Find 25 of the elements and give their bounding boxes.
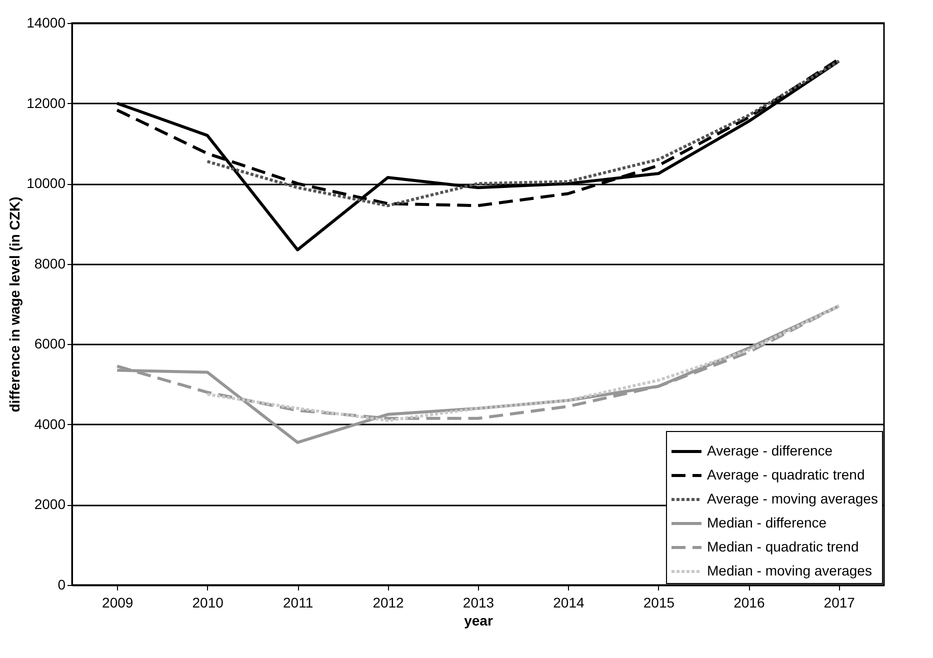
x-tick-label: 2015 [643,594,675,610]
legend-label: Median - moving averages [707,562,872,578]
x-tick-label: 2011 [283,594,314,610]
x-tick-label: 2012 [372,594,404,610]
y-tick-label: 0 [58,576,66,592]
legend-label: Average - quadratic trend [707,466,865,482]
x-tick-label: 2009 [102,594,134,610]
y-tick-label: 12000 [26,94,66,111]
legend-label: Average - difference [707,442,833,458]
y-tick-label: 2000 [34,496,66,512]
x-tick-label: 2017 [824,594,856,610]
legend-label: Average - moving averages [707,490,878,506]
y-tick-label: 8000 [34,255,66,272]
x-axis-title: year [464,612,494,628]
y-tick-label: 6000 [34,336,66,352]
x-tick-label: 2016 [734,594,765,610]
legend-label: Median - difference [707,514,827,530]
legend-label: Median - quadratic trend [707,538,859,554]
y-axis-title: difference in wage level (in CZK) [6,196,23,412]
x-tick-label: 2014 [553,594,585,610]
x-tick-label: 2010 [192,594,224,610]
y-tick-label: 10000 [26,175,66,192]
y-tick-label: 14000 [26,14,66,30]
y-tick-label: 4000 [34,416,66,432]
x-tick-label: 2013 [462,594,494,610]
